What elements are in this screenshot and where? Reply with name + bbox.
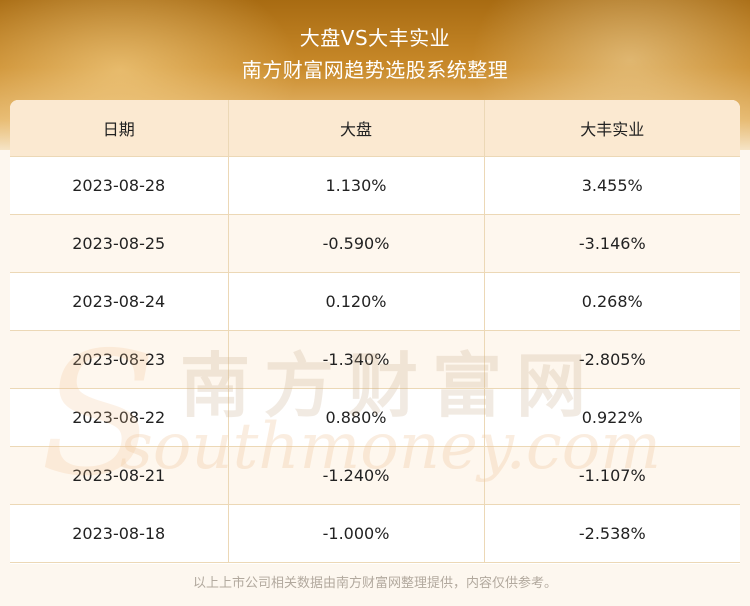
cell-date: 2023-08-18: [10, 504, 229, 563]
cell-market-change: 0.880%: [228, 388, 485, 447]
cell-date: 2023-08-23: [10, 330, 229, 389]
column-header-stock: 大丰实业: [484, 100, 740, 157]
table-header-row: 日期 大盘 大丰实业: [10, 100, 740, 157]
cell-stock-change: -3.146%: [484, 214, 740, 273]
cell-market-change: -0.590%: [228, 214, 485, 273]
page-subtitle: 南方财富网趋势选股系统整理: [241, 58, 509, 82]
cell-market-change: 0.120%: [228, 272, 485, 331]
footer-disclaimer: 以上上市公司相关数据由南方财富网整理提供，内容仅供参考。: [192, 576, 557, 591]
cell-market-change: -1.000%: [228, 504, 485, 563]
cell-stock-change: -2.538%: [484, 504, 740, 563]
table-row: 2023-08-23 -1.340% -2.805%: [10, 330, 740, 389]
table-row: 2023-08-28 1.130% 3.455%: [10, 156, 740, 215]
cell-stock-change: 0.268%: [484, 272, 740, 331]
cell-stock-change: -1.107%: [484, 446, 740, 505]
column-header-date: 日期: [10, 100, 229, 157]
table-row: 2023-08-18 -1.000% -2.538%: [10, 504, 740, 563]
cell-date: 2023-08-22: [10, 388, 229, 447]
cell-date: 2023-08-25: [10, 214, 229, 273]
cell-stock-change: 3.455%: [484, 156, 740, 215]
cell-stock-change: 0.922%: [484, 388, 740, 447]
table-row: 2023-08-21 -1.240% -1.107%: [10, 446, 740, 505]
cell-date: 2023-08-24: [10, 272, 229, 331]
column-header-market: 大盘: [228, 100, 485, 157]
cell-stock-change: -2.805%: [484, 330, 740, 389]
comparison-table: 日期 大盘 大丰实业 2023-08-28 1.130% 3.455% 2023…: [10, 100, 740, 563]
cell-date: 2023-08-28: [10, 156, 229, 215]
cell-market-change: -1.240%: [228, 446, 485, 505]
cell-date: 2023-08-21: [10, 446, 229, 505]
cell-market-change: 1.130%: [228, 156, 485, 215]
table-row: 2023-08-25 -0.590% -3.146%: [10, 214, 740, 273]
table-row: 2023-08-24 0.120% 0.268%: [10, 272, 740, 331]
page-title: 大盘VS大丰实业: [299, 26, 451, 50]
cell-market-change: -1.340%: [228, 330, 485, 389]
comparison-table-container: 日期 大盘 大丰实业 2023-08-28 1.130% 3.455% 2023…: [10, 100, 740, 564]
table-row: 2023-08-22 0.880% 0.922%: [10, 388, 740, 447]
